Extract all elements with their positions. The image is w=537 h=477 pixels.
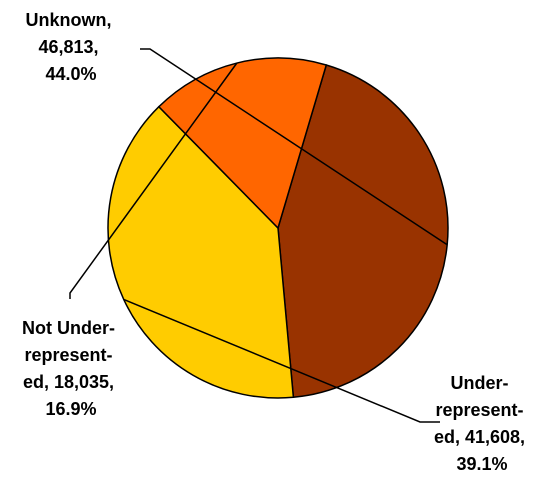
data-label-not-underrepresented-line-2: represent-: [24, 345, 112, 365]
data-label-unknown-line-2: 46,813,: [38, 37, 98, 57]
data-label-unknown-line-3: 44.0%: [45, 64, 96, 84]
data-label-underrepresented-line-3: ed, 41,608,: [434, 427, 525, 447]
data-label-underrepresented-line-1: Under-: [450, 373, 508, 393]
data-label-unknown-line-1: Unknown,: [25, 10, 111, 30]
data-label-not-underrepresented: Not Under- represent- ed, 18,035, 16.9%: [22, 318, 120, 419]
data-label-not-underrepresented-line-4: 16.9%: [45, 399, 96, 419]
pie-slices: [107, 57, 449, 399]
data-label-not-underrepresented-line-3: ed, 18,035,: [23, 372, 114, 392]
data-label-underrepresented-line-4: 39.1%: [456, 454, 507, 474]
leader-line-unknown: [140, 48, 448, 246]
data-label-unknown: Unknown, 46,813, 44.0%: [25, 10, 116, 84]
data-label-not-underrepresented-line-1: Not Under-: [22, 318, 115, 338]
data-label-underrepresented: Under- represent- ed, 41,608, 39.1%: [434, 373, 530, 474]
leader-line-notunder: [69, 62, 238, 299]
leader-lines: [69, 48, 448, 423]
leader-line-under: [123, 298, 440, 423]
data-label-underrepresented-line-2: represent-: [435, 400, 523, 420]
